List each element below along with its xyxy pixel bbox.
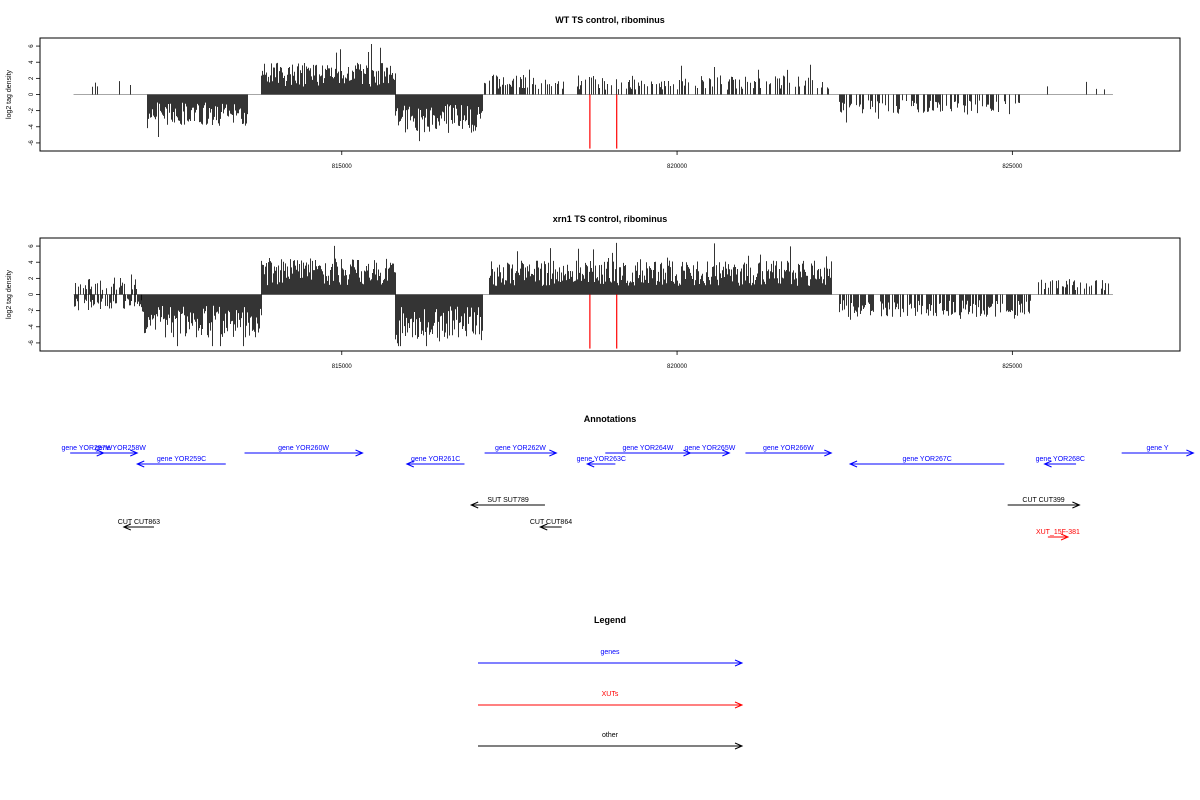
annotation-feature: XUT_15F-381 <box>1036 529 1080 541</box>
feature-arrow-head <box>549 449 558 457</box>
legend-item: XUTs <box>478 691 744 709</box>
x-tick-label: 825000 <box>1002 364 1023 370</box>
feature-label: CUT CUT399 <box>1022 497 1064 504</box>
y-tick-label: -6 <box>29 340 35 346</box>
panel-wt-y-label: log2 tag density <box>6 69 13 119</box>
y-tick-label: 4 <box>29 60 35 64</box>
feature-arrow-head <box>585 460 595 468</box>
annotation-feature: gene YOR262W <box>484 445 558 457</box>
feature-arrow-head <box>122 523 132 531</box>
feature-label: CUT CUT864 <box>530 519 572 526</box>
annotation-feature: gene YOR261C <box>405 456 465 468</box>
feature-label: gene YOR266W <box>763 445 814 452</box>
legend-arrow-head <box>734 701 744 709</box>
annotation-feature: gene YOR266W <box>745 445 833 457</box>
annotation-feature: gene Y <box>1121 445 1195 457</box>
panel-xrn1-y-axis: -6 -4 -2 0 2 4 6 <box>29 244 41 346</box>
legend-item: genes <box>478 649 744 667</box>
feature-arrow-head <box>469 501 479 509</box>
panel-xrn1: xrn1 TS control, ribominus -6 -4 -2 0 2 4 6 81… <box>6 214 1181 370</box>
panel-wt-y-axis: -6 -4 -2 0 2 4 6 <box>29 44 41 146</box>
feature-arrow-head <box>135 460 145 468</box>
panel-xrn1-bars <box>73 242 1113 349</box>
panel-xrn1-y-label: log2 tag density <box>6 269 13 319</box>
annotation-feature: gene YOR264W <box>605 445 692 457</box>
annotation-feature: gene YOR263C <box>577 456 626 468</box>
y-tick-label: -4 <box>29 123 35 129</box>
feature-label: gene YOR261C <box>411 456 460 463</box>
feature-arrow-head <box>824 449 833 457</box>
annotation-feature: gene YOR267C <box>848 456 1005 468</box>
x-tick-label: 825000 <box>1002 164 1023 170</box>
feature-arrow-head <box>722 449 731 457</box>
annotations-title: Annotations <box>584 414 637 424</box>
feature-arrow-head <box>1072 501 1081 509</box>
feature-label: gene YOR267C <box>903 456 952 463</box>
feature-label: gene YOR259C <box>157 456 206 463</box>
y-tick-label: -6 <box>29 140 35 146</box>
annotation-feature: SUT SUT789 <box>469 497 545 509</box>
legend-arrow-head <box>734 742 744 750</box>
y-tick-label: -2 <box>29 307 35 313</box>
legend: Legend genes XUTs other <box>478 615 744 750</box>
legend-arrow-head <box>734 659 744 667</box>
y-tick-label: -4 <box>29 323 35 329</box>
feature-label: XUT_15F-381 <box>1036 529 1080 536</box>
feature-arrow-head <box>1043 460 1052 468</box>
y-tick-label: 0 <box>29 92 35 96</box>
panel-wt: WT TS control, ribominus -6 -4 -2 0 2 4 6 8150… <box>6 15 1181 170</box>
feature-arrow-head <box>1060 533 1070 541</box>
feature-arrow-head <box>130 449 139 457</box>
feature-arrow-head <box>1186 449 1195 457</box>
x-tick-label: 820000 <box>667 364 688 370</box>
annotation-feature: gene YOR259C <box>135 456 226 468</box>
y-tick-label: 0 <box>29 292 35 296</box>
legend-label: XUTs <box>602 691 619 698</box>
panel-wt-bars <box>73 43 1113 149</box>
annotation-feature: CUT CUT864 <box>530 519 572 531</box>
panel-xrn1-x-axis: 815000 820000 825000 <box>332 351 1023 370</box>
legend-label: other <box>602 732 619 739</box>
feature-label: gene YOR265W <box>684 445 735 452</box>
y-tick-label: 4 <box>29 260 35 264</box>
feature-arrow-head <box>405 460 415 468</box>
y-tick-label: 2 <box>29 76 35 80</box>
y-tick-label: -2 <box>29 107 35 113</box>
panel-xrn1-title: xrn1 TS control, ribominus <box>553 214 668 224</box>
legend-items: genes XUTs other <box>478 649 744 750</box>
feature-label: SUT SUT789 <box>487 497 529 504</box>
annotation-feature: CUT CUT863 <box>118 519 160 531</box>
feature-label: gene YOR268C <box>1036 456 1085 463</box>
annotation-feature: gene YOR260W <box>244 445 364 457</box>
x-tick-label: 815000 <box>332 364 353 370</box>
y-tick-label: 6 <box>29 244 35 248</box>
feature-arrow-head <box>538 523 548 531</box>
panel-wt-title: WT TS control, ribominus <box>555 15 665 25</box>
annotation-feature: gene YOR268C <box>1036 456 1085 468</box>
x-tick-label: 820000 <box>667 164 688 170</box>
feature-arrow-head <box>848 460 858 468</box>
feature-label: gene YOR262W <box>495 445 546 452</box>
x-tick-label: 815000 <box>332 164 353 170</box>
feature-label: gene YOR257W <box>62 445 113 452</box>
feature-label: gene YOR258W <box>95 445 146 452</box>
legend-item: other <box>478 732 744 750</box>
annotation-feature: CUT CUT399 <box>1007 497 1081 509</box>
feature-label: gene YOR264W <box>622 445 673 452</box>
feature-label: gene YOR263C <box>577 456 626 463</box>
legend-title: Legend <box>594 615 626 625</box>
feature-label: gene YOR260W <box>278 445 329 452</box>
legend-label: genes <box>600 649 620 656</box>
y-tick-label: 6 <box>29 44 35 48</box>
annotation-feature: gene YOR258W <box>95 445 146 457</box>
feature-label: gene Y <box>1147 445 1169 452</box>
feature-arrow-head <box>355 449 364 457</box>
feature-label: CUT CUT863 <box>118 519 160 526</box>
panel-wt-x-axis: 815000 820000 825000 <box>332 151 1023 170</box>
y-tick-label: 2 <box>29 276 35 280</box>
annotation-feature: gene YOR265W <box>684 445 736 457</box>
